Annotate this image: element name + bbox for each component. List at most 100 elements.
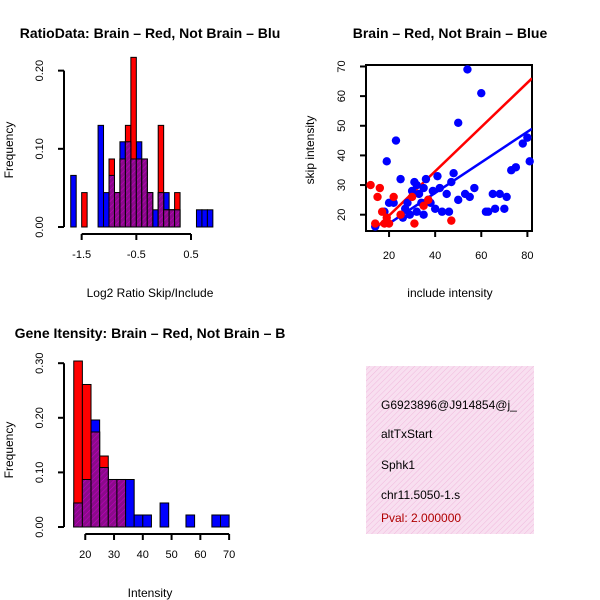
scatter-point-not-brain xyxy=(396,174,405,184)
ratio-bar-overlap xyxy=(163,209,170,228)
scatter-point-brain xyxy=(384,219,394,228)
scatter-point-not-brain xyxy=(525,157,534,166)
scatter-point-not-brain xyxy=(430,204,440,213)
intensity-x-tick-label: 40 xyxy=(137,549,149,561)
scatter-point-not-brain xyxy=(412,207,421,216)
ratio-bar-not-brain xyxy=(201,209,208,228)
scatter-point-not-brain xyxy=(465,192,474,202)
intensity-bar-overlap xyxy=(116,478,127,528)
intensity-y-tick-label: 0.00 xyxy=(34,516,46,537)
ratio-histogram-panel: RatioData: Brain – Red, Not Brain – Blu … xyxy=(2,25,280,300)
scatter-point-not-brain xyxy=(437,207,447,216)
ratio-bar-not-brain xyxy=(206,209,214,228)
info-gene-id: G6923896@J914854@j_ xyxy=(381,398,517,412)
scatter-point-not-brain xyxy=(391,136,401,145)
scatter-point-brain xyxy=(447,216,456,225)
scatter-y-tick-label: 50 xyxy=(336,120,348,132)
intensity-y-tick-label: 0.30 xyxy=(34,352,46,373)
intensity-y-axis: 0.00 0.10 0.20 0.30 xyxy=(34,352,65,538)
scatter-point-not-brain xyxy=(405,210,415,219)
scatter-point-brain xyxy=(371,219,380,228)
scatter-point-not-brain xyxy=(518,139,527,148)
scatter-point-not-brain xyxy=(523,133,532,142)
scatter-point-not-brain xyxy=(412,180,421,190)
scatter-point-brain xyxy=(407,192,417,202)
scatter-fit-line-brain xyxy=(376,77,532,228)
ratio-x-axis-label: Log2 Ratio Skip/Include xyxy=(87,286,214,300)
ratio-y-axis-label: Frequency xyxy=(2,122,16,179)
ratio-x-axis: -1.5 -0.5 0.5 xyxy=(72,233,199,261)
ratio-y-tick-label: 0.10 xyxy=(34,138,46,159)
scatter-point-not-brain xyxy=(511,163,521,172)
intensity-bar-not-brain xyxy=(125,478,135,528)
intensity-bar-overlap xyxy=(90,431,101,528)
intensity-bar-not-brain xyxy=(185,514,196,528)
scatter-x-tick-label: 40 xyxy=(429,250,441,262)
scatter-point-not-brain xyxy=(488,189,498,199)
intensity-bar-not-brain xyxy=(219,514,230,528)
scatter-point-not-brain xyxy=(442,189,451,199)
ratio-bar-overlap xyxy=(124,141,132,228)
intensity-bar-brain xyxy=(73,360,83,528)
scatter-y-axis-label: skip intensity xyxy=(303,116,317,185)
info-gene-name: Sphk1 xyxy=(381,458,415,472)
ratio-x-tick-label: -0.5 xyxy=(127,249,146,261)
scatter-y-tick-label: 20 xyxy=(336,209,348,221)
ratio-bar-not-brain xyxy=(103,192,110,228)
intensity-bar-not-brain xyxy=(211,514,221,528)
scatter-point-brain xyxy=(410,219,419,228)
scatter-point-not-brain xyxy=(454,118,463,128)
intensity-bar-overlap xyxy=(99,466,109,528)
info-event-type: altTxStart xyxy=(381,427,433,441)
scatter-fit-lines xyxy=(376,77,532,228)
intensity-y-tick-label: 0.10 xyxy=(34,462,46,483)
scatter-point-not-brain xyxy=(382,157,391,166)
intensity-x-tick-label: 20 xyxy=(79,549,91,561)
scatter-x-tick-label: 20 xyxy=(383,250,395,262)
scatter-x-axis-label: include intensity xyxy=(407,286,492,300)
scatter-y-tick-label: 40 xyxy=(336,149,348,161)
scatter-y-tick-label: 60 xyxy=(336,90,348,102)
ratio-bar-not-brain xyxy=(70,174,77,228)
ratio-bar-overlap xyxy=(135,158,143,228)
intensity-x-axis: 20 30 40 50 60 70 xyxy=(79,533,235,561)
ratio-y-tick-label: 0.00 xyxy=(34,216,46,237)
intensity-x-tick-label: 50 xyxy=(165,549,177,561)
ratio-x-tick-label: -1.5 xyxy=(72,249,91,261)
scatter-x-tick-label: 80 xyxy=(521,250,533,262)
intensity-x-tick-label: 70 xyxy=(223,549,235,561)
scatter-point-not-brain xyxy=(502,192,511,202)
ratio-bar-not-brain xyxy=(195,209,203,228)
intensity-chart-title: Gene Itensity: Brain – Red, Not Brain – … xyxy=(15,325,286,341)
intensity-bar-not-brain xyxy=(133,514,144,528)
scatter-point-not-brain xyxy=(414,189,424,199)
scatter-point-not-brain xyxy=(463,65,472,74)
ratio-bar-brain xyxy=(81,192,88,228)
ratio-y-axis: 0.00 0.10 0.20 xyxy=(34,60,65,238)
scatter-point-not-brain xyxy=(495,189,504,199)
ratio-bar-overlap xyxy=(146,192,154,228)
scatter-y-tick-label: 70 xyxy=(336,60,348,72)
scatter-point-not-brain xyxy=(449,168,458,178)
ratio-y-tick-label: 0.20 xyxy=(34,60,46,81)
intensity-y-axis-label: Frequency xyxy=(2,422,16,479)
ratio-bar-overlap xyxy=(157,192,165,228)
scatter-chart-title: Brain – Red, Not Brain – Blue xyxy=(353,25,548,41)
scatter-point-brain xyxy=(419,201,428,211)
scatter-point-brain xyxy=(377,207,387,216)
intensity-x-tick-label: 60 xyxy=(194,549,206,561)
scatter-point-not-brain xyxy=(435,183,444,193)
intensity-x-tick-label: 30 xyxy=(108,549,120,561)
ratio-bar-overlap xyxy=(168,209,176,228)
scatter-point-brain xyxy=(366,180,375,190)
scatter-point-brain xyxy=(375,183,385,193)
ratio-bar-overlap xyxy=(119,158,126,228)
scatter-points xyxy=(366,65,534,231)
ratio-bar-not-brain xyxy=(97,124,105,228)
intensity-bar-overlap xyxy=(107,478,118,528)
scatter-point-not-brain xyxy=(470,183,479,193)
info-position: chr11.5050-1.s xyxy=(381,488,460,502)
scatter-point-not-brain xyxy=(483,207,493,216)
ratio-bar-overlap xyxy=(130,158,137,228)
